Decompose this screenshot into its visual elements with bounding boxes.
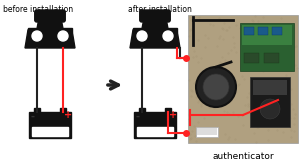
Text: -: - (135, 112, 140, 122)
Text: +: + (64, 110, 72, 120)
Polygon shape (25, 30, 75, 48)
Circle shape (32, 31, 42, 41)
Bar (140, 108, 146, 112)
Bar (250, 77, 290, 127)
Text: after installation: after installation (128, 5, 192, 14)
Text: authenticator: authenticator (212, 152, 274, 161)
Bar (244, 27, 254, 35)
Bar (244, 53, 259, 63)
FancyBboxPatch shape (35, 10, 65, 22)
Polygon shape (37, 14, 63, 30)
Bar (240, 23, 294, 71)
Bar (188, 15, 298, 143)
FancyBboxPatch shape (140, 10, 170, 22)
Bar (29, 112, 71, 138)
Bar (253, 80, 287, 95)
Bar (60, 108, 66, 112)
Polygon shape (130, 30, 180, 48)
Circle shape (137, 31, 147, 41)
Circle shape (203, 74, 229, 100)
Bar (32, 127, 68, 136)
Circle shape (163, 31, 173, 41)
Bar (133, 28, 177, 32)
Bar (197, 128, 217, 135)
Bar (242, 25, 292, 45)
Polygon shape (142, 14, 168, 30)
Text: -: - (30, 112, 34, 122)
Bar (134, 112, 176, 138)
Text: +: + (169, 110, 177, 120)
Circle shape (260, 99, 280, 119)
Bar (196, 127, 218, 137)
Bar (258, 27, 268, 35)
Bar (137, 127, 173, 136)
Bar (264, 53, 279, 63)
Circle shape (58, 31, 68, 41)
Bar (28, 28, 72, 32)
Bar (165, 108, 171, 112)
Text: before installation: before installation (3, 5, 73, 14)
Bar (34, 108, 40, 112)
Bar (272, 27, 282, 35)
Circle shape (196, 67, 236, 107)
